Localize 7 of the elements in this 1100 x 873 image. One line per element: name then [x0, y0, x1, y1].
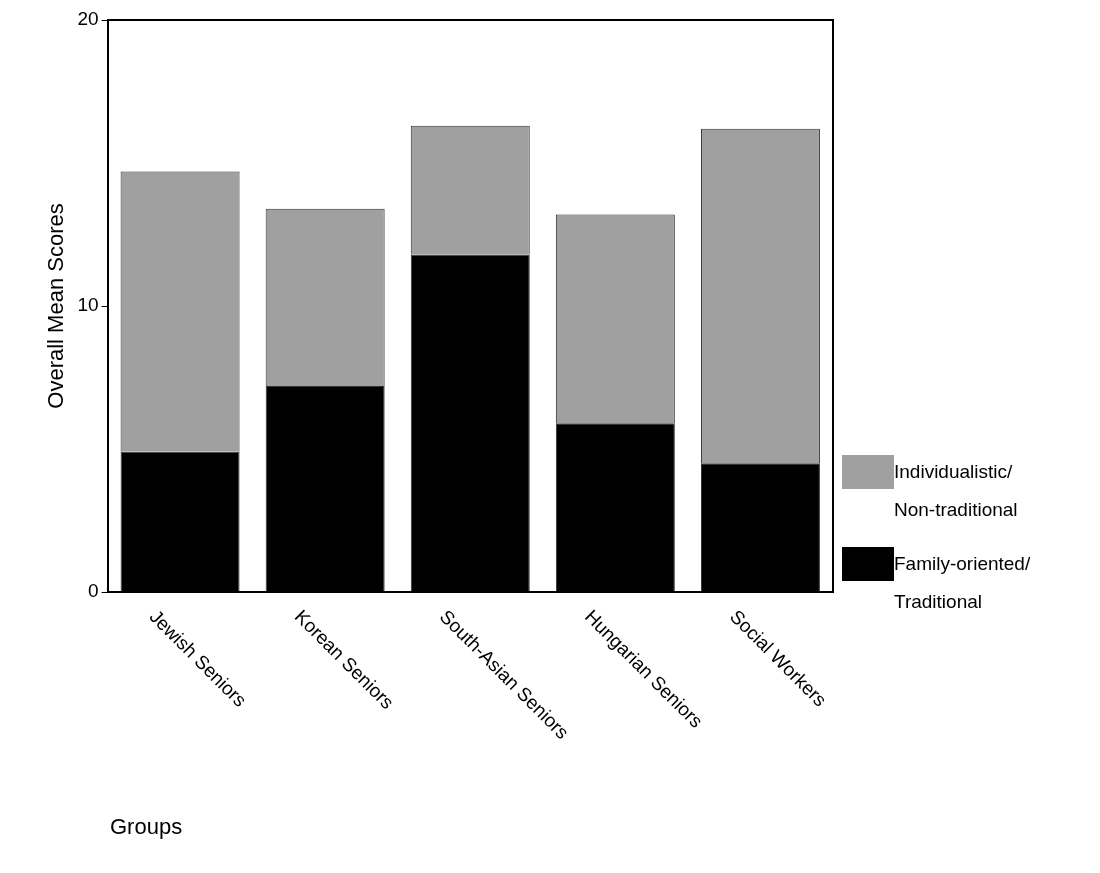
legend-label: Family-oriented/ Traditional: [894, 552, 1032, 614]
y-axis-title: Overall Mean Scores: [43, 203, 69, 409]
y-tick-label: 0: [87, 580, 99, 602]
y-tick-label: 20: [77, 8, 99, 30]
y-tick-label: 10: [77, 294, 99, 316]
legend-label: Individualistic/ Non-traditional: [894, 460, 1019, 522]
x-axis-title: Groups: [110, 814, 183, 840]
